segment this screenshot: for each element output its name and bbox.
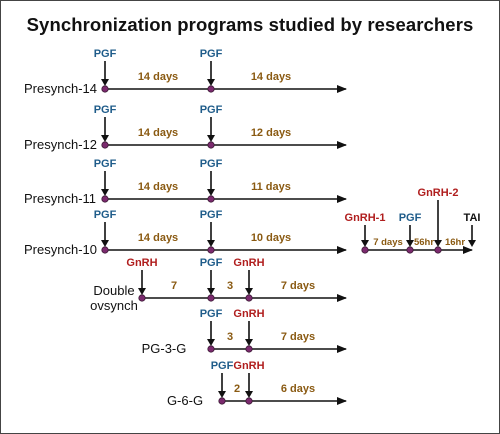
row-6-interval-1: 3 xyxy=(227,331,233,343)
row-2-event-1-dot xyxy=(101,141,109,149)
row-5-event-2-dot xyxy=(207,294,215,302)
row-3-event-1-arrow-head xyxy=(101,189,109,196)
row-3-event-1-label: PGF xyxy=(94,158,117,170)
row-1-event-1-label: PGF xyxy=(94,48,117,60)
ovsynch-event-2-arrow-head xyxy=(406,240,414,247)
row-5-event-3-arrow-head xyxy=(245,288,253,295)
row-2-event-1-arrow-head xyxy=(101,135,109,142)
row-4-event-2-dot xyxy=(207,246,215,254)
row-2-interval-1: 14 days xyxy=(138,127,178,139)
row-5-event-3-label: GnRH xyxy=(233,257,264,269)
row-3-interval-1: 14 days xyxy=(138,181,178,193)
row-1-event-2-arrow-head xyxy=(207,79,215,86)
row-1-label: Presynch-14 xyxy=(24,81,97,96)
ovsynch-interval-3: 16hr xyxy=(445,237,465,248)
row-1-event-2-dot xyxy=(207,85,215,93)
row-6-event-1-arrow-head xyxy=(207,339,215,346)
row-2-interval-2: 12 days xyxy=(251,127,291,139)
row-6-event-1-dot xyxy=(207,345,215,353)
row-4-event-1-label: PGF xyxy=(94,209,117,221)
ovsynch-event-2-dot xyxy=(406,246,414,254)
row-2-event-1-label: PGF xyxy=(94,104,117,116)
row-3-event-2-dot xyxy=(207,195,215,203)
row-6-interval-2: 7 days xyxy=(281,331,315,343)
row-7-label: G-6-G xyxy=(167,393,203,408)
row-6-event-1-label: PGF xyxy=(200,308,223,320)
row-1-event-2-label: PGF xyxy=(200,48,223,60)
ovsynch-event-1-dot xyxy=(361,246,369,254)
row-4-event-1-dot xyxy=(101,246,109,254)
ovsynch-event-3-arrow-head xyxy=(434,240,442,247)
row-5-interval-3: 7 days xyxy=(281,280,315,292)
row-2-event-2-label: PGF xyxy=(200,104,223,116)
row-6-event-2-arrow-head xyxy=(245,339,253,346)
ovsynch-event-1-arrow-head xyxy=(361,240,369,247)
row-7-event-1-arrow-head xyxy=(218,391,226,398)
row-7-event-2-dot xyxy=(245,397,253,405)
row-7-event-2-label: GnRH xyxy=(233,360,264,372)
row-5-event-3-dot xyxy=(245,294,253,302)
row-4-event-2-arrow-head xyxy=(207,240,215,247)
ovsynch-event-4-label: TAI xyxy=(464,212,481,224)
row-4-interval-1: 14 days xyxy=(138,232,178,244)
row-3-event-1-dot xyxy=(101,195,109,203)
row-7-event-1-label: PGF xyxy=(211,360,234,372)
row-2-label: Presynch-12 xyxy=(24,137,97,152)
ovsynch-interval-1: 7 days xyxy=(373,237,403,248)
row-5-event-2-arrow-head xyxy=(207,288,215,295)
row-5-interval-2: 3 xyxy=(227,280,233,292)
row-1-interval-2: 14 days xyxy=(251,71,291,83)
row-7-interval-1: 2 xyxy=(234,383,240,395)
row-5-label-line-2: ovsynch xyxy=(90,298,138,313)
row-5-event-1-dot xyxy=(138,294,146,302)
ovsynch-interval-2: 56hr xyxy=(414,237,434,248)
row-3-label: Presynch-11 xyxy=(24,191,96,206)
ovsynch-event-1-label: GnRH-1 xyxy=(345,212,386,224)
row-5-interval-1: 7 xyxy=(171,280,177,292)
row-6-label: PG-3-G xyxy=(142,341,187,356)
diagram-title: Synchronization programs studied by rese… xyxy=(26,14,474,35)
row-3-event-2-label: PGF xyxy=(200,158,223,170)
row-2-event-2-arrow-head xyxy=(207,135,215,142)
row-5-event-1-arrow-head xyxy=(138,288,146,295)
row-1-event-1-dot xyxy=(101,85,109,93)
row-5-event-1-label: GnRH xyxy=(126,257,157,269)
row-3-interval-2: 11 days xyxy=(251,181,291,193)
row-4-event-2-label: PGF xyxy=(200,209,223,221)
row-4-event-1-arrow-head xyxy=(101,240,109,247)
row-2-event-2-dot xyxy=(207,141,215,149)
ovsynch-event-2-label: PGF xyxy=(399,212,422,224)
row-3-event-2-arrow-head xyxy=(207,189,215,196)
row-1-interval-1: 14 days xyxy=(138,71,178,83)
row-1-event-1-arrow-head xyxy=(101,79,109,86)
row-5-event-2-label: PGF xyxy=(200,257,223,269)
row-4-interval-2: 10 days xyxy=(251,232,291,244)
row-6-event-2-label: GnRH xyxy=(233,308,264,320)
row-7-interval-2: 6 days xyxy=(281,383,315,395)
ovsynch-event-3-dot xyxy=(434,246,442,254)
ovsynch-event-4-arrow-head xyxy=(468,240,476,247)
row-7-event-2-arrow-head xyxy=(245,391,253,398)
row-7-event-1-dot xyxy=(218,397,226,405)
row-4-label: Presynch-10 xyxy=(24,242,97,257)
row-5-label-line-1: Double xyxy=(93,283,134,298)
ovsynch-event-3-label: GnRH-2 xyxy=(418,187,459,199)
row-6-event-2-dot xyxy=(245,345,253,353)
